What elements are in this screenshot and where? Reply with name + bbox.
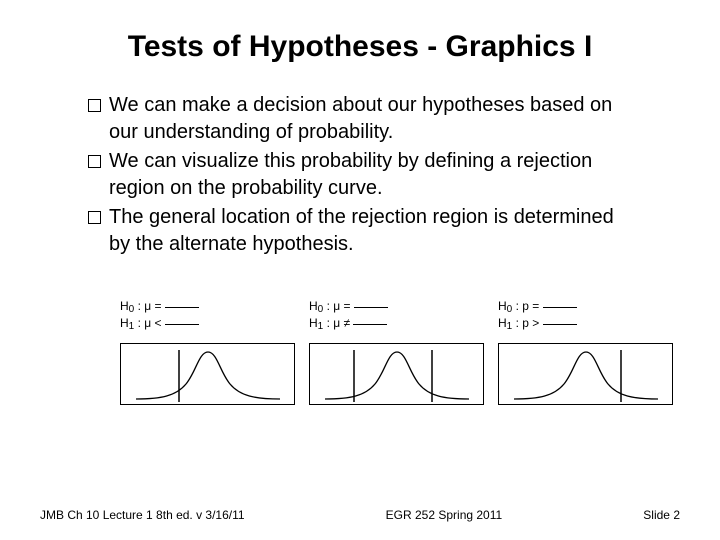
footer-left: JMB Ch 10 Lecture 1 8th ed. v 3/16/11	[40, 508, 245, 522]
h0-param: μ	[333, 299, 340, 313]
curve-box	[120, 343, 295, 405]
curve-box	[309, 343, 484, 405]
footer-right: Slide 2	[643, 508, 680, 522]
hypothesis-lines: H0 : μ = H1 : μ ≠	[309, 298, 484, 331]
curve-box	[498, 343, 673, 405]
blank-line	[354, 307, 388, 308]
h1-op: ≠	[344, 316, 351, 330]
bullet-list: We can make a decision about our hypothe…	[40, 92, 680, 258]
blank-line	[165, 307, 199, 308]
bullet-text: The general location of the rejection re…	[109, 204, 640, 258]
chart-block-left: H0 : μ = H1 : μ <	[120, 298, 295, 405]
h1-op: >	[532, 316, 539, 330]
checkbox-icon	[88, 155, 101, 168]
h1-op: <	[155, 316, 162, 330]
chart-block-center: H0 : μ = H1 : μ ≠	[309, 298, 484, 405]
h1-param: μ	[144, 316, 151, 330]
checkbox-icon	[88, 99, 101, 112]
h0-op: =	[344, 299, 351, 313]
chart-block-right: H0 : p = H1 : p >	[498, 298, 673, 405]
bullet-item: We can visualize this probability by def…	[88, 148, 640, 202]
blank-line	[543, 324, 577, 325]
footer: JMB Ch 10 Lecture 1 8th ed. v 3/16/11 EG…	[40, 508, 680, 522]
bullet-text: We can visualize this probability by def…	[109, 148, 640, 202]
bullet-text: We can make a decision about our hypothe…	[109, 92, 640, 146]
h0-param: p	[522, 299, 529, 313]
bullet-item: We can make a decision about our hypothe…	[88, 92, 640, 146]
h0-op: =	[155, 299, 162, 313]
footer-center: EGR 252 Spring 2011	[386, 508, 503, 522]
h0-param: μ	[144, 299, 151, 313]
blank-line	[165, 324, 199, 325]
hypothesis-lines: H0 : μ = H1 : μ <	[120, 298, 295, 331]
slide-title: Tests of Hypotheses - Graphics I	[40, 30, 680, 64]
h0-op: =	[532, 299, 539, 313]
blank-line	[353, 324, 387, 325]
charts-row: H0 : μ = H1 : μ < H0 : μ = H1 : μ ≠ H0 :…	[40, 298, 680, 405]
h1-param: μ	[333, 316, 340, 330]
normal-curve	[499, 344, 673, 405]
h1-param: p	[522, 316, 529, 330]
blank-line	[543, 307, 577, 308]
bullet-item: The general location of the rejection re…	[88, 204, 640, 258]
hypothesis-lines: H0 : p = H1 : p >	[498, 298, 673, 331]
normal-curve	[121, 344, 295, 405]
checkbox-icon	[88, 211, 101, 224]
normal-curve	[310, 344, 484, 405]
